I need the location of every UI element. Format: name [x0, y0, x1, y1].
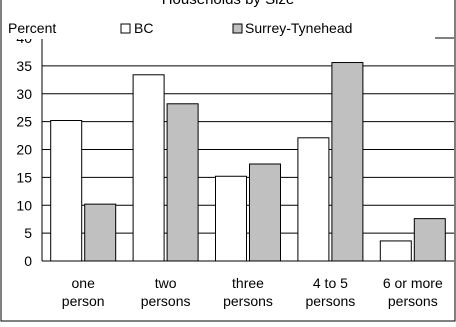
bar-bc-3 — [297, 137, 330, 262]
x-tick-label: two — [155, 275, 177, 291]
bar-surrey-tynehead-4 — [413, 218, 446, 262]
bars — [50, 62, 446, 262]
y-tick-label: 15 — [16, 169, 32, 185]
bar-bc-2 — [215, 175, 247, 262]
x-tick-label: persons — [388, 293, 438, 309]
y-tick-label: 20 — [16, 142, 32, 158]
y-tick-label: 30 — [16, 86, 32, 102]
bar-surrey-tynehead-1 — [166, 103, 199, 262]
x-tick-label: persons — [141, 293, 191, 309]
x-tick-label: 4 to 5 — [313, 275, 348, 291]
x-tick-label: persons — [223, 293, 273, 309]
x-tick-label: persons — [305, 293, 355, 309]
y-tick-label: 5 — [24, 225, 32, 241]
legend-label-bc: BC — [134, 20, 153, 36]
x-tick-labels: one person two persons three persons 4 to 5 per… — [62, 275, 443, 309]
y-axis-label: Percent — [8, 20, 56, 36]
y-tick-label: 35 — [16, 58, 32, 74]
x-tick-label: 6 or more — [383, 275, 443, 291]
bar-bc-1 — [132, 74, 165, 262]
legend: BC Surrey-Tynehead — [120, 20, 352, 36]
bar-bc-0 — [50, 120, 83, 262]
bar-surrey-tynehead-2 — [249, 163, 281, 262]
chart-title: Households by Size — [162, 0, 295, 8]
y-tick-label: 25 — [16, 114, 32, 130]
x-tick-label: three — [232, 275, 264, 291]
y-tick-label: 10 — [16, 197, 32, 213]
legend-swatch-bc — [120, 23, 131, 34]
y-tick-labels: 0510152025303540 — [16, 30, 32, 269]
x-tick-label: person — [62, 293, 105, 309]
legend-swatch-surrey-tynehead — [232, 23, 243, 34]
legend-label-surrey-tynehead: Surrey-Tynehead — [245, 20, 352, 36]
y-tick-label: 0 — [24, 253, 32, 269]
bar-bc-4 — [379, 240, 412, 262]
bar-surrey-tynehead-3 — [331, 62, 364, 262]
legend-backdrop — [4, 20, 435, 39]
bar-surrey-tynehead-0 — [84, 203, 117, 262]
x-tick-label: one — [72, 275, 96, 291]
